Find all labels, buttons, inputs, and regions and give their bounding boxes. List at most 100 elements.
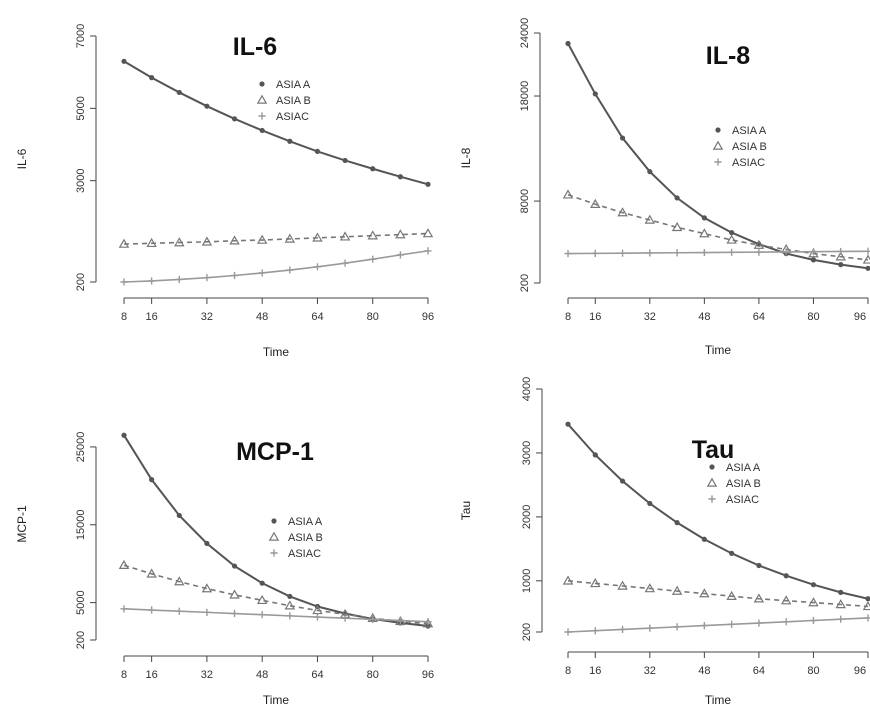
x-tick-label: 32 [201,669,213,681]
data-point [146,568,157,578]
x-axis-title: Time [705,343,732,357]
data-point [231,116,238,122]
x-tick-label: 16 [589,665,601,677]
data-point [284,600,296,610]
legend-label: ASIA B [732,141,767,153]
panel-title: Tau [692,436,735,464]
data-point [865,265,870,271]
data-point [699,588,710,598]
data-point [259,127,265,134]
series-line [123,60,429,186]
y-tick-label: 1000 [521,569,533,593]
data-point [204,540,210,547]
y-tick-label: 200 [521,623,533,641]
data-point [369,255,377,263]
data-point [591,249,599,257]
data-point [120,605,128,613]
data-point [339,231,351,241]
panel-title: MCP-1 [236,438,314,466]
data-point [729,229,735,236]
data-point [565,421,571,427]
data-point [230,271,239,280]
y-tick-label: 3000 [521,441,533,465]
data-point [396,251,404,259]
series-line [123,564,429,625]
data-point [422,618,434,628]
data-point [341,614,349,622]
legend-label: ASIAC [276,111,309,123]
data-point [287,593,293,600]
data-point [313,613,322,621]
data-point [396,616,404,625]
data-point [671,585,683,595]
data-point [149,477,155,483]
legend-label: ASIAC [732,157,765,169]
data-point [118,238,130,248]
data-point [729,550,735,556]
y-axis-title: Tau [459,501,473,520]
y-tick-label: 24000 [519,18,531,49]
x-tick-label: 32 [201,311,213,323]
data-point [176,512,182,519]
y-tick-label: 200 [75,631,87,649]
data-point [590,198,601,208]
data-point [674,195,680,201]
data-point [424,618,432,626]
y-tick-label: 25000 [75,432,87,463]
legend-marker [271,518,277,524]
series-asia-b [118,559,434,628]
data-point [647,169,653,175]
series-asia-b [562,575,870,611]
data-point [259,580,265,586]
data-point [864,247,870,255]
data-point [286,612,294,620]
series-line [123,232,429,245]
series-line [567,423,869,600]
y-tick-label: 2000 [521,505,533,529]
y-tick-label: 18000 [519,81,531,112]
data-point [148,277,156,285]
data-point [700,622,708,630]
y-tick-label: 3000 [75,168,87,192]
x-tick-label: 16 [589,311,601,323]
data-point [370,166,376,172]
data-point [565,40,571,47]
legend-label: ASIA A [732,125,767,137]
panel-title: IL-8 [706,42,751,70]
data-point [590,577,601,588]
series-asiac [564,614,870,636]
data-point [562,189,574,199]
legend-marker [258,112,266,120]
x-tick-label: 16 [146,669,158,681]
data-point [701,215,707,221]
data-point [314,148,321,155]
data-point [699,228,710,238]
x-tick-label: 96 [854,311,866,323]
x-tick-label: 96 [422,311,434,323]
data-point [810,257,817,263]
legend-marker [268,531,280,541]
series-asia-a [121,58,431,187]
data-point [726,234,737,244]
legend-marker [714,158,722,166]
x-axis-title: Time [263,345,290,359]
data-point [395,229,406,239]
series-line [567,580,869,608]
data-point [783,573,789,579]
chart-panel-2: 200 5000 15000 25000 8 16 32 48 64 80 96 Time MCP-1 M… [15,432,434,707]
data-point [728,620,736,628]
legend-label: ASIA A [288,516,323,528]
data-point [229,589,240,599]
x-tick-label: 80 [807,665,819,677]
legend-marker [715,127,721,133]
data-point [286,266,294,274]
data-point [121,432,127,438]
legend-marker [256,94,268,104]
data-point [148,606,156,614]
data-point [619,478,626,484]
x-tick-label: 48 [256,669,268,681]
data-point [809,616,818,625]
series-line [123,608,429,623]
data-point [341,259,349,267]
data-point [755,619,763,627]
